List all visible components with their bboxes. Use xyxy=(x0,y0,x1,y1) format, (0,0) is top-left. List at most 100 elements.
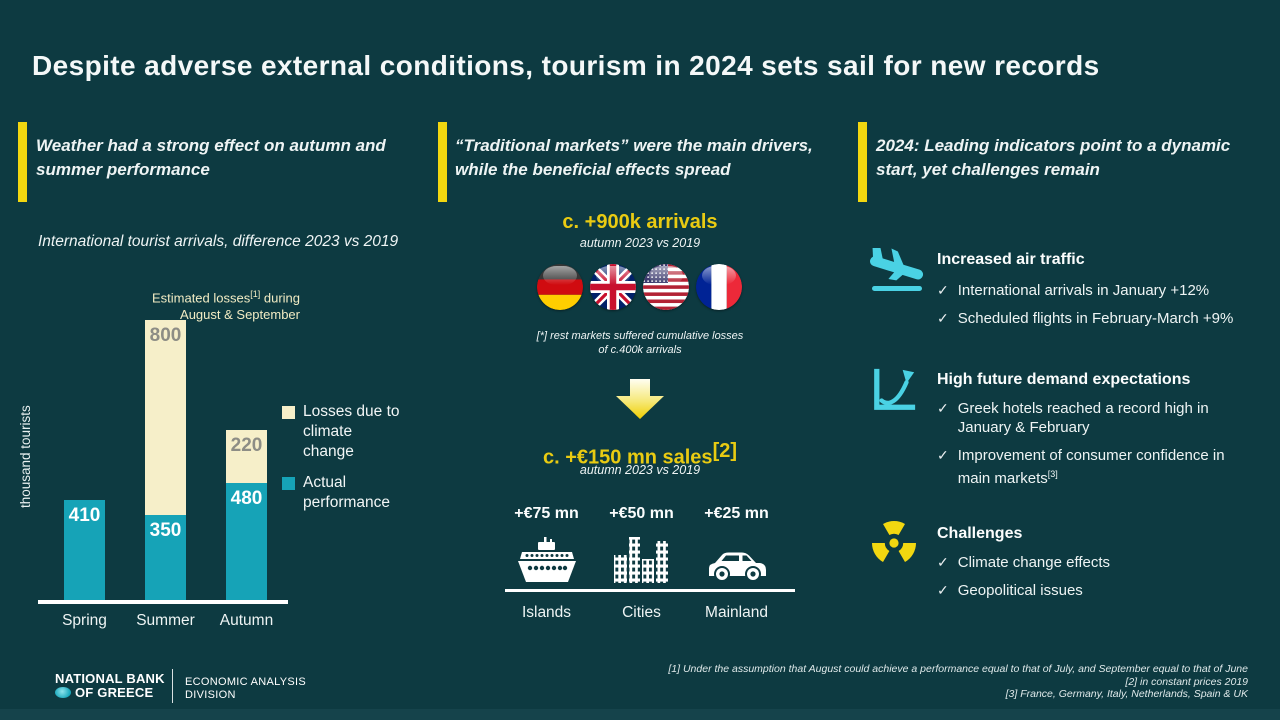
accent-bar-right xyxy=(858,122,867,202)
air-traffic-title: Increased air traffic xyxy=(937,251,1085,268)
challenges-bullets: Climate change effects Geopolitical issu… xyxy=(937,553,1255,600)
car-icon xyxy=(689,531,784,583)
bullet-item: Climate change effects xyxy=(937,553,1255,572)
trend-chart-icon xyxy=(872,366,918,412)
destination-mainland: +€25 mn xyxy=(689,505,784,583)
footnote-2: [2] in constant prices 2019 xyxy=(1125,675,1248,688)
islands-amount: +€75 mn xyxy=(514,505,579,522)
sales-headline-text: c. +€150 mn sales xyxy=(542,446,713,469)
middle-column-heading: “Traditional markets” were the main driv… xyxy=(455,136,813,179)
flag-germany-icon xyxy=(537,264,583,310)
bar-segment: 220 xyxy=(226,429,267,484)
air-traffic-bullets: International arrivals in January +12% S… xyxy=(937,281,1257,328)
nbg-logo-line2: OF GREECE xyxy=(75,685,154,700)
bullet-item: Greek hotels reached a record high in Ja… xyxy=(937,399,1255,437)
bullet-item: Geopolitical issues xyxy=(937,581,1255,600)
legend-label-losses: Losses due to climate change xyxy=(303,403,400,460)
bar-value-label: 410 xyxy=(68,505,101,527)
bullet-text: International arrivals in January +12% xyxy=(957,282,1210,299)
nbg-logo-line2-wrap: OF GREECE xyxy=(55,686,165,700)
bullet-text: Scheduled flights in February-March +9% xyxy=(957,310,1234,327)
check-icon xyxy=(937,399,949,437)
bullet-item: Improvement of consumer confidence in ma… xyxy=(937,446,1255,488)
bar-value-label: 480 xyxy=(230,488,263,510)
chart-title: International tourist arrivals, differen… xyxy=(38,233,399,250)
chart-legend: Losses due to climate change Actual perf… xyxy=(282,402,407,524)
annotation-footnote-ref: [1] xyxy=(250,289,261,299)
chart-annotation: Estimated losses[1] during August & Sept… xyxy=(118,286,300,323)
check-icon xyxy=(937,309,949,328)
legend-swatch-losses xyxy=(282,406,295,419)
buildings-icon xyxy=(594,531,689,583)
y-axis-label: thousand tourists xyxy=(18,405,33,508)
plane-landing-icon xyxy=(866,242,928,293)
bullet-item: International arrivals in January +12% xyxy=(937,281,1257,300)
ship-icon xyxy=(499,531,594,583)
rest-markets-note: [*] rest markets suffered cumulative los… xyxy=(450,329,830,357)
x-axis-tick-label: Summer xyxy=(136,612,195,629)
division-line1: ECONOMIC ANALYSIS xyxy=(185,676,307,688)
cities-label: Cities xyxy=(622,604,661,621)
annotation-text: Estimated losses xyxy=(151,290,251,306)
down-arrow-icon xyxy=(612,378,668,425)
legend-label-actual: Actual performance xyxy=(303,474,391,511)
mainland-label: Mainland xyxy=(705,604,768,621)
destinations-amounts: +€75 mn xyxy=(499,505,784,583)
destinations-divider xyxy=(505,589,795,592)
nbg-oval-icon xyxy=(55,687,71,698)
check-icon xyxy=(937,553,949,572)
x-axis-tick-label: Spring xyxy=(62,612,107,629)
sales-subtitle: autumn 2023 vs 2019 xyxy=(579,463,701,477)
rest-markets-note-line1: [*] rest markets suffered cumulative los… xyxy=(536,330,744,342)
x-axis-tick-label: Autumn xyxy=(219,612,274,629)
legend-swatch-actual xyxy=(282,477,295,490)
page-title: Despite adverse external conditions, tou… xyxy=(32,50,1100,81)
nbg-logo-line1: NATIONAL BANK xyxy=(55,671,165,686)
bar-value-label: 350 xyxy=(149,519,182,541)
check-icon xyxy=(937,446,949,488)
sales-footnote-ref: [2] xyxy=(712,440,738,462)
destination-cities: +€50 mn xyxy=(594,505,689,583)
legend-item-actual: Actual performance xyxy=(282,473,407,513)
islands-label: Islands xyxy=(521,604,572,621)
footnote-1: [1] Under the assumption that August cou… xyxy=(668,663,1248,675)
bar-value-label: 220 xyxy=(230,434,263,456)
sales-headline: c. +€150 mn sales[2] xyxy=(450,440,830,469)
bullet-text: Greek hotels reached a record high in Ja… xyxy=(957,400,1209,436)
flags-row xyxy=(537,264,747,310)
legend-item-losses: Losses due to climate change xyxy=(282,402,407,462)
destinations-labels: Islands Cities Mainland xyxy=(499,604,784,622)
accent-bar-left xyxy=(18,122,27,202)
check-icon xyxy=(937,281,949,300)
cities-amount: +€50 mn xyxy=(609,505,674,522)
division-label: ECONOMIC ANALYSIS DIVISION xyxy=(185,676,306,702)
flag-uk-icon xyxy=(590,264,636,310)
bar-segment: 480 xyxy=(226,483,267,600)
x-axis-line xyxy=(38,600,288,604)
mainland-amount: +€25 mn xyxy=(704,505,769,522)
footnotes: [1] Under the assumption that August cou… xyxy=(628,663,1248,701)
flag-usa-icon xyxy=(643,264,689,310)
bar-chart-plot: 410 350 800 480 220 xyxy=(40,318,288,600)
annotation-line2: August & September xyxy=(180,307,300,323)
arrivals-subtitle: autumn 2023 vs 2019 xyxy=(579,236,701,250)
x-axis-labels: Spring Summer Autumn xyxy=(40,612,288,636)
bar-value-label: 800 xyxy=(149,325,182,347)
radiation-icon xyxy=(869,518,919,566)
check-icon xyxy=(937,581,949,600)
demand-title: High future demand expectations xyxy=(937,371,1191,388)
accent-bar-middle xyxy=(438,122,447,202)
division-line2: DIVISION xyxy=(185,689,236,701)
right-column-heading: 2024: Leading indicators point to a dyna… xyxy=(876,136,1231,179)
bar-segment: 800 xyxy=(145,320,186,515)
bullet-text: Geopolitical issues xyxy=(957,582,1083,599)
annotation-text-cont: during xyxy=(260,290,300,306)
challenges-title: Challenges xyxy=(937,525,1023,542)
footer-divider xyxy=(172,669,173,703)
demand-bullets: Greek hotels reached a record high in Ja… xyxy=(937,399,1255,488)
bullet-item: Scheduled flights in February-March +9% xyxy=(937,309,1257,328)
destination-islands: +€75 mn xyxy=(499,505,594,583)
bullet-text: Improvement of consumer confidence in ma… xyxy=(958,446,1255,488)
bullet-text: Climate change effects xyxy=(957,554,1111,571)
